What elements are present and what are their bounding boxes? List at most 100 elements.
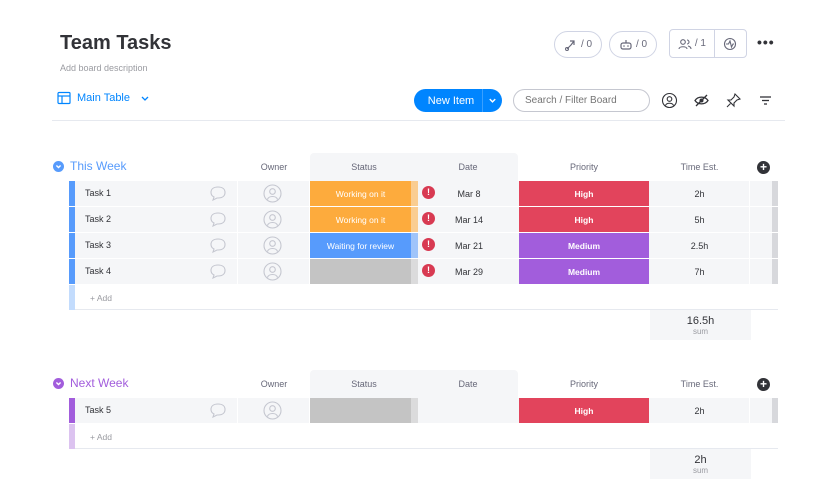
column-header-date[interactable]: Date bbox=[458, 379, 478, 389]
time-estimate-cell[interactable]: 2h bbox=[694, 188, 705, 199]
search-input[interactable] bbox=[513, 89, 650, 112]
table-row[interactable]: Task 2 Working on it Mar 14! High 5h bbox=[69, 207, 778, 232]
group-color-bar bbox=[69, 424, 75, 449]
chat-bubble-icon[interactable] bbox=[209, 237, 227, 253]
column-header-priority[interactable]: Priority bbox=[569, 379, 598, 389]
column-header-status[interactable]: Status bbox=[351, 162, 377, 172]
robot-arm-icon bbox=[564, 39, 575, 51]
pin-icon[interactable] bbox=[725, 92, 742, 109]
owner-avatar-icon[interactable] bbox=[263, 262, 282, 281]
members-box[interactable]: / 1 bbox=[669, 29, 747, 58]
chat-bubble-icon[interactable] bbox=[209, 263, 227, 279]
table-row[interactable]: Task 1 Working on it Mar 8! High 2h bbox=[69, 181, 778, 206]
priority-cell[interactable]: Medium bbox=[519, 233, 649, 258]
integrations-button[interactable]: / 0 bbox=[609, 31, 657, 58]
status-cell[interactable]: Waiting for review bbox=[310, 233, 411, 258]
owner-avatar-icon[interactable] bbox=[263, 236, 282, 255]
people-icon bbox=[678, 38, 692, 49]
column-separator bbox=[237, 259, 238, 284]
column-separator bbox=[309, 259, 310, 284]
view-label: Main Table bbox=[77, 92, 130, 104]
board-title[interactable]: Team Tasks bbox=[60, 32, 172, 54]
table-row[interactable]: Task 3 Waiting for review Mar 21! Medium 2.5… bbox=[69, 233, 778, 258]
add-column-button[interactable]: + bbox=[757, 161, 770, 174]
status-cell[interactable] bbox=[310, 398, 411, 423]
date-cell[interactable]: Mar 29 bbox=[454, 266, 483, 277]
priority-cell[interactable]: High bbox=[519, 207, 649, 232]
new-item-dropdown[interactable] bbox=[482, 89, 502, 112]
status-edge bbox=[411, 259, 418, 284]
time-sum-label: sum bbox=[692, 327, 709, 336]
column-header-date[interactable]: Date bbox=[458, 162, 478, 172]
filter-icon[interactable] bbox=[757, 92, 774, 109]
owner-avatar-icon[interactable] bbox=[263, 210, 282, 229]
column-separator bbox=[237, 207, 238, 232]
add-column-button[interactable]: + bbox=[757, 378, 770, 391]
add-item-row[interactable]: + Add bbox=[69, 424, 778, 449]
column-header-owner[interactable]: Owner bbox=[260, 162, 288, 172]
owner-avatar-icon[interactable] bbox=[263, 184, 282, 203]
new-item-button[interactable]: New Item bbox=[414, 89, 502, 112]
time-estimate-cell[interactable]: 7h bbox=[694, 266, 705, 277]
chat-bubble-icon[interactable] bbox=[209, 402, 227, 418]
column-separator bbox=[749, 259, 750, 284]
column-header-priority[interactable]: Priority bbox=[569, 162, 598, 172]
status-cell[interactable]: Working on it bbox=[310, 181, 411, 206]
view-selector[interactable]: Main Table bbox=[57, 91, 150, 105]
chat-bubble-icon[interactable] bbox=[209, 185, 227, 201]
row-endcap bbox=[772, 233, 778, 258]
more-options-button[interactable]: ••• bbox=[757, 34, 775, 50]
column-header-status[interactable]: Status bbox=[351, 379, 377, 389]
status-edge bbox=[411, 207, 418, 232]
members-button[interactable]: / 1 bbox=[670, 30, 715, 57]
add-item-row[interactable]: + Add bbox=[69, 285, 778, 310]
hide-eye-icon[interactable] bbox=[693, 92, 710, 109]
task-name[interactable]: Task 5 bbox=[85, 405, 112, 415]
task-name[interactable]: Task 4 bbox=[85, 266, 112, 276]
status-date-header-bg bbox=[310, 153, 518, 181]
column-header-time[interactable]: Time Est. bbox=[680, 162, 719, 172]
status-cell[interactable]: Working on it bbox=[310, 207, 411, 232]
task-name[interactable]: Task 1 bbox=[85, 188, 112, 198]
group-color-bar bbox=[69, 181, 75, 206]
chevron-down-icon bbox=[141, 96, 149, 101]
status-cell[interactable] bbox=[310, 259, 411, 284]
board-description[interactable]: Add board description bbox=[60, 63, 148, 73]
time-sum-value: 2h bbox=[694, 454, 707, 466]
group-collapse-icon[interactable] bbox=[53, 160, 64, 172]
chat-bubble-icon[interactable] bbox=[209, 211, 227, 227]
task-name[interactable]: Task 2 bbox=[85, 214, 112, 224]
chevron-down-icon bbox=[489, 98, 496, 103]
date-cell[interactable]: Mar 14 bbox=[454, 214, 483, 225]
column-header-owner[interactable]: Owner bbox=[260, 379, 288, 389]
column-separator bbox=[309, 398, 310, 423]
time-estimate-cell[interactable]: 5h bbox=[694, 214, 705, 225]
column-header-time[interactable]: Time Est. bbox=[680, 379, 719, 389]
time-estimate-cell[interactable]: 2h bbox=[694, 405, 705, 416]
owner-avatar-icon[interactable] bbox=[263, 401, 282, 420]
column-separator bbox=[237, 233, 238, 258]
table-icon bbox=[57, 91, 71, 105]
group-title-next-week[interactable]: Next Week bbox=[53, 376, 128, 390]
group-color-bar bbox=[69, 259, 75, 284]
priority-cell[interactable]: High bbox=[519, 398, 649, 423]
table-row[interactable]: Task 5 High 2h bbox=[69, 398, 778, 423]
group-collapse-icon[interactable] bbox=[53, 377, 64, 389]
group-title-label: Next Week bbox=[70, 376, 129, 390]
priority-cell[interactable]: High bbox=[519, 181, 649, 206]
person-filter-icon[interactable] bbox=[661, 92, 678, 109]
date-cell[interactable]: Mar 21 bbox=[454, 240, 483, 251]
task-name[interactable]: Task 3 bbox=[85, 240, 112, 250]
priority-cell[interactable]: Medium bbox=[519, 259, 649, 284]
automations-button[interactable]: / 0 bbox=[554, 31, 602, 58]
automations-count: / 0 bbox=[580, 39, 593, 50]
date-cell[interactable]: Mar 8 bbox=[457, 188, 481, 199]
add-item-label: + Add bbox=[90, 432, 112, 442]
group-title-this-week[interactable]: This Week bbox=[53, 159, 126, 173]
time-estimate-cell[interactable]: 2.5h bbox=[690, 240, 709, 251]
row-endcap bbox=[772, 398, 778, 423]
new-item-label: New Item bbox=[427, 94, 475, 107]
activity-button[interactable] bbox=[715, 30, 746, 57]
date-cell[interactable] bbox=[419, 398, 519, 423]
table-row[interactable]: Task 4 Mar 29! Medium 7h bbox=[69, 259, 778, 284]
